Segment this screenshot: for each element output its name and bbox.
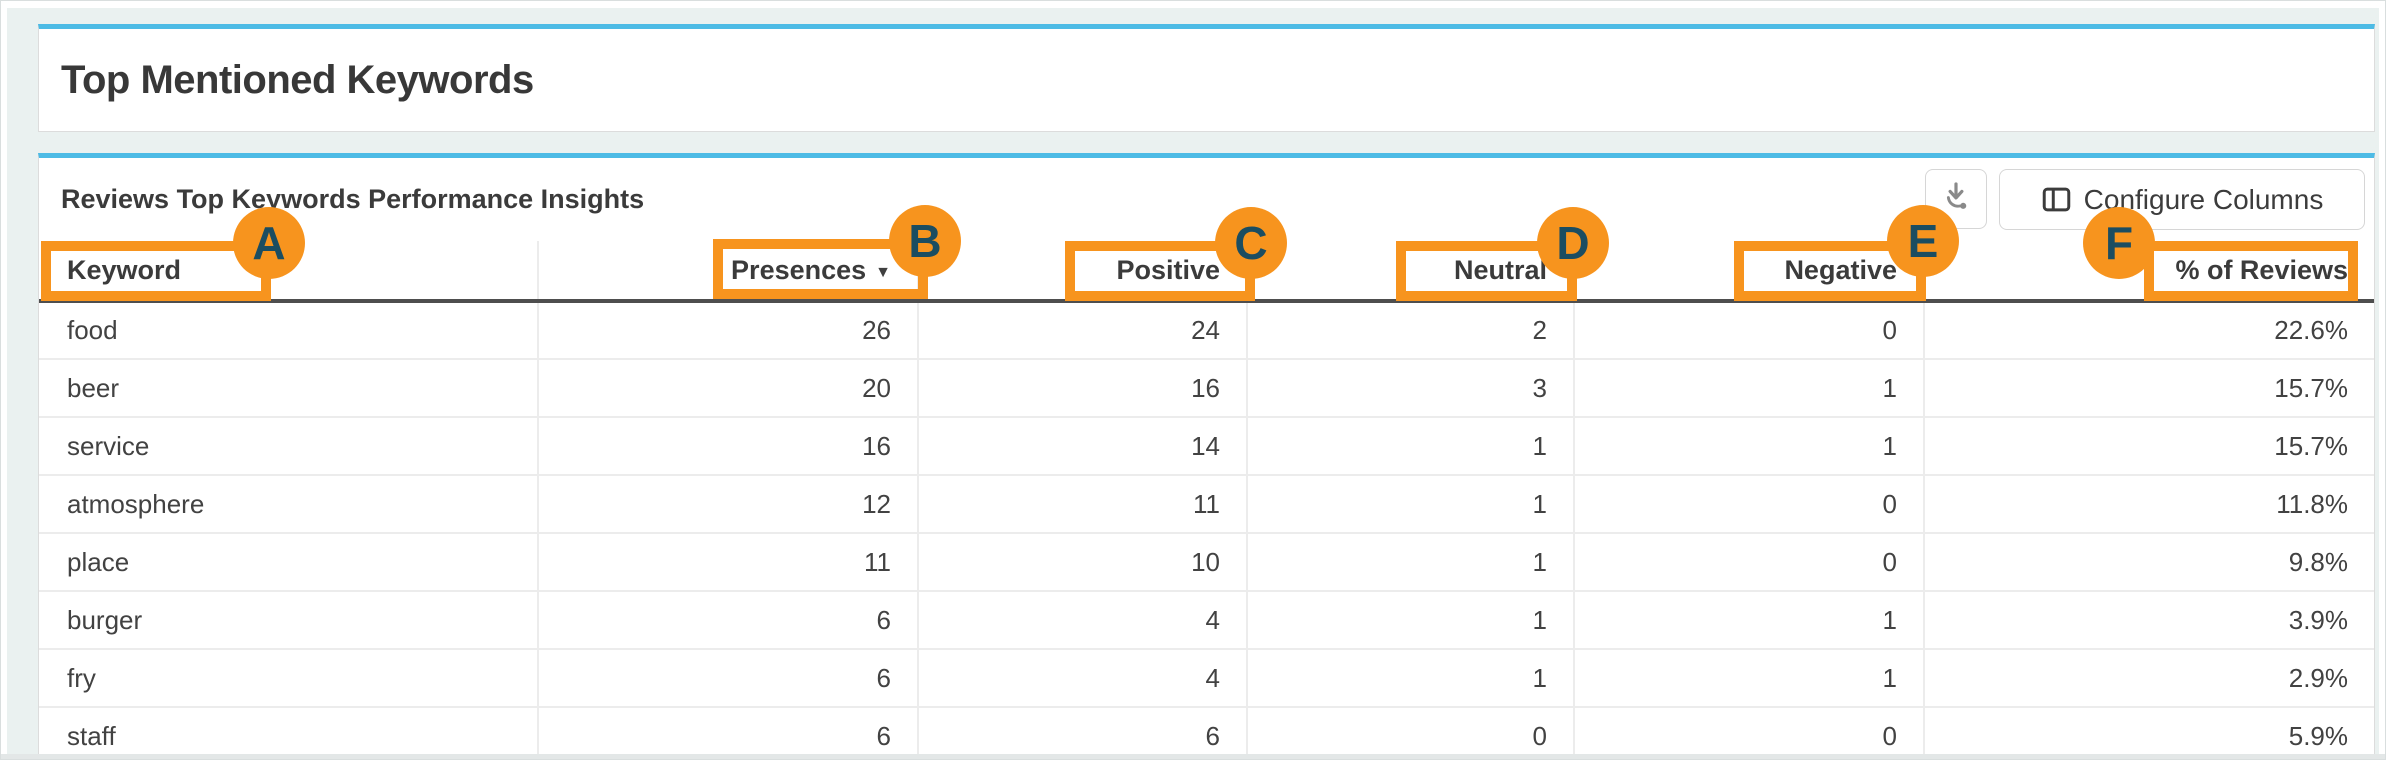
cell-keyword: burger bbox=[39, 591, 539, 650]
cell-presences: 12 bbox=[538, 475, 919, 534]
cell-presences: 16 bbox=[538, 417, 919, 476]
table-row: beer 20 16 3 1 15.7% bbox=[39, 359, 2374, 418]
column-header-neutral[interactable]: Neutral bbox=[1247, 241, 1575, 303]
annotation-letter: C bbox=[1234, 217, 1268, 269]
annotation-marker-f: F bbox=[2083, 207, 2155, 279]
annotation-letter: E bbox=[1907, 215, 1939, 267]
cell-pct-reviews: 22.6% bbox=[1924, 301, 2374, 360]
panel-subtitle: Reviews Top Keywords Performance Insight… bbox=[61, 184, 645, 214]
cell-pct-reviews: 3.9% bbox=[1924, 591, 2374, 650]
cell-keyword: place bbox=[39, 533, 539, 592]
keywords-table: Keyword Presences ▼ Positive Neutral Nega… bbox=[39, 241, 2374, 759]
column-header-presences-label: Presences bbox=[731, 254, 867, 285]
cell-keyword: staff bbox=[39, 707, 539, 759]
cell-pct-reviews: 2.9% bbox=[1924, 649, 2374, 708]
cell-neutral: 1 bbox=[1247, 591, 1575, 650]
annotation-marker-a: A bbox=[233, 207, 305, 279]
cell-negative: 0 bbox=[1574, 533, 1925, 592]
title-card: Top Mentioned Keywords bbox=[38, 24, 2375, 132]
keywords-panel: Reviews Top Keywords Performance Insight… bbox=[38, 153, 2375, 759]
cell-presences: 26 bbox=[538, 301, 919, 360]
cell-negative: 0 bbox=[1574, 301, 1925, 360]
annotation-letter: D bbox=[1556, 217, 1590, 269]
cell-positive: 11 bbox=[918, 475, 1248, 534]
cell-negative: 1 bbox=[1574, 359, 1925, 418]
cell-keyword: beer bbox=[39, 359, 539, 418]
table-row: place 11 10 1 0 9.8% bbox=[39, 533, 2374, 592]
annotation-letter: F bbox=[2104, 217, 2134, 269]
table-columns-icon bbox=[2041, 184, 2072, 215]
table-row: atmosphere 12 11 1 0 11.8% bbox=[39, 475, 2374, 534]
cell-negative: 0 bbox=[1574, 475, 1925, 534]
cell-neutral: 2 bbox=[1247, 301, 1575, 360]
cell-neutral: 3 bbox=[1247, 359, 1575, 418]
annotation-letter: A bbox=[252, 217, 286, 269]
cell-negative: 0 bbox=[1574, 707, 1925, 759]
sort-desc-icon: ▼ bbox=[875, 263, 891, 281]
download-icon bbox=[1940, 180, 1972, 219]
cell-neutral: 1 bbox=[1247, 533, 1575, 592]
annotation-box-f bbox=[2144, 241, 2358, 301]
cell-pct-reviews: 11.8% bbox=[1924, 475, 2374, 534]
cell-pct-reviews: 9.8% bbox=[1924, 533, 2374, 592]
cell-pct-reviews: 15.7% bbox=[1924, 359, 2374, 418]
cell-positive: 14 bbox=[918, 417, 1248, 476]
cell-keyword: service bbox=[39, 417, 539, 476]
annotation-marker-b: B bbox=[889, 205, 961, 277]
cell-positive: 10 bbox=[918, 533, 1248, 592]
cell-negative: 1 bbox=[1574, 649, 1925, 708]
cell-pct-reviews: 15.7% bbox=[1924, 417, 2374, 476]
table-row: food 26 24 2 0 22.6% bbox=[39, 301, 2374, 360]
configure-columns-button[interactable]: Configure Columns bbox=[1999, 169, 2365, 230]
annotation-letter: B bbox=[908, 215, 942, 267]
page-title: Top Mentioned Keywords bbox=[61, 57, 534, 102]
cell-positive: 6 bbox=[918, 707, 1248, 759]
cell-keyword: atmosphere bbox=[39, 475, 539, 534]
cell-presences: 6 bbox=[538, 707, 919, 759]
cell-neutral: 1 bbox=[1247, 417, 1575, 476]
table-row: service 16 14 1 1 15.7% bbox=[39, 417, 2374, 476]
annotation-marker-c: C bbox=[1215, 207, 1287, 279]
cell-presences: 20 bbox=[538, 359, 919, 418]
table-row: burger 6 4 1 1 3.9% bbox=[39, 591, 2374, 650]
cell-keyword: fry bbox=[39, 649, 539, 708]
cell-positive: 24 bbox=[918, 301, 1248, 360]
cell-positive: 16 bbox=[918, 359, 1248, 418]
annotation-marker-e: E bbox=[1887, 205, 1959, 277]
cell-presences: 6 bbox=[538, 591, 919, 650]
cell-positive: 4 bbox=[918, 591, 1248, 650]
window-bottom-edge bbox=[1, 754, 2385, 759]
cell-presences: 11 bbox=[538, 533, 919, 592]
cell-neutral: 0 bbox=[1247, 707, 1575, 759]
table-row: staff 6 6 0 0 5.9% bbox=[39, 707, 2374, 759]
cell-neutral: 1 bbox=[1247, 475, 1575, 534]
cell-neutral: 1 bbox=[1247, 649, 1575, 708]
cell-negative: 1 bbox=[1574, 591, 1925, 650]
cell-pct-reviews: 5.9% bbox=[1924, 707, 2374, 759]
annotation-marker-d: D bbox=[1537, 207, 1609, 279]
cell-presences: 6 bbox=[538, 649, 919, 708]
cell-keyword: food bbox=[39, 301, 539, 360]
cell-positive: 4 bbox=[918, 649, 1248, 708]
cell-negative: 1 bbox=[1574, 417, 1925, 476]
table-row: fry 6 4 1 1 2.9% bbox=[39, 649, 2374, 708]
